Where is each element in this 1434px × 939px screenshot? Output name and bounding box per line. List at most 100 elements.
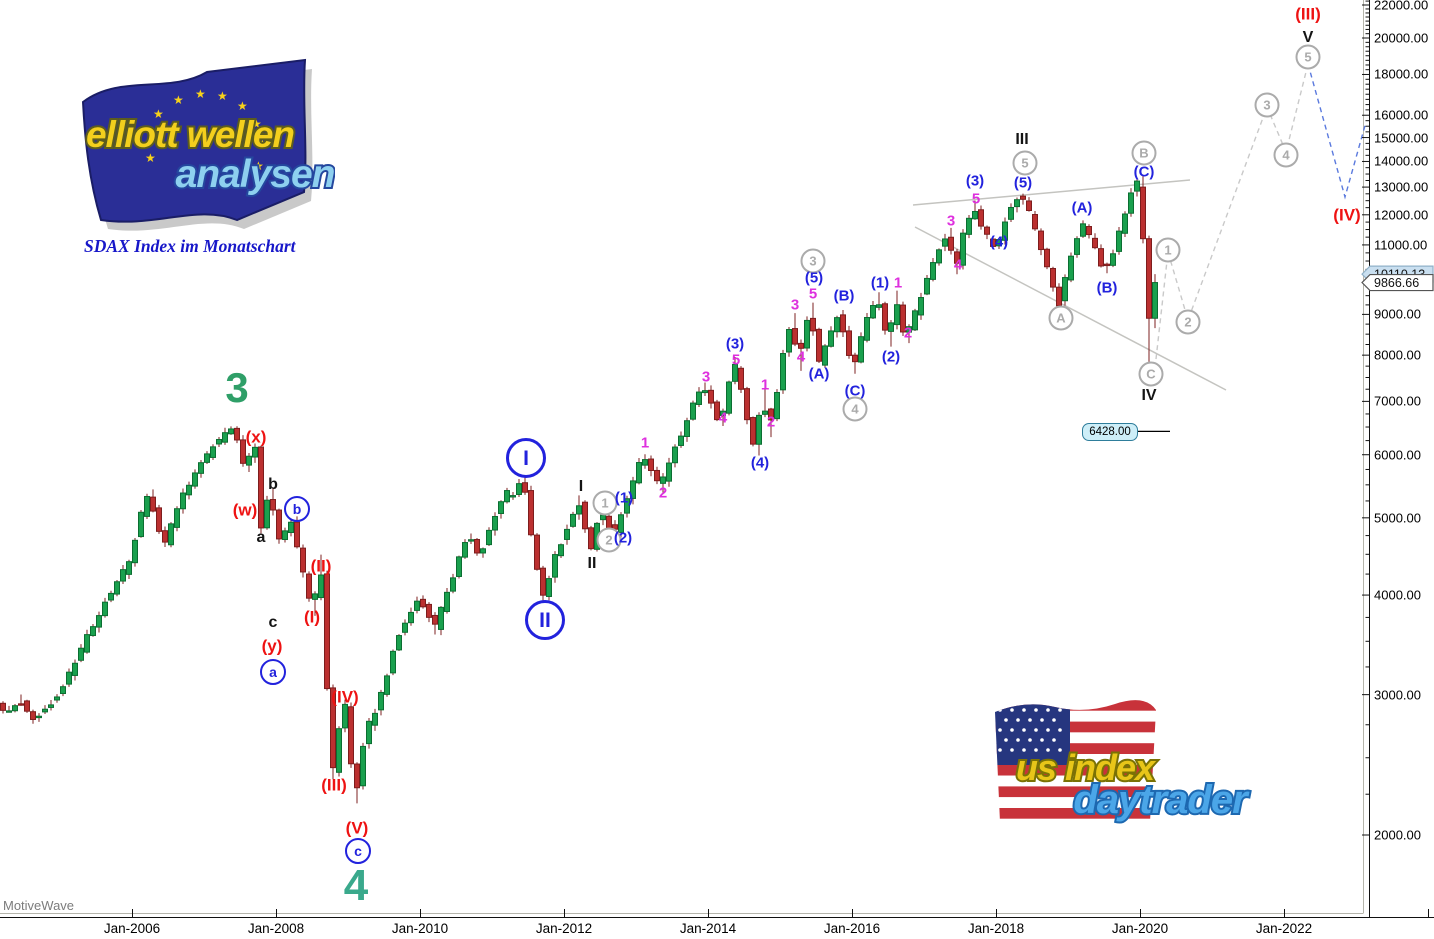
us-logo-text-1: us index [1016, 747, 1157, 788]
wave-label[interactable]: 4 [1273, 142, 1299, 168]
wave-label[interactable]: c [268, 614, 278, 631]
candle-body [180, 492, 186, 510]
wave-label[interactable]: (4) [750, 454, 770, 472]
wave-label[interactable]: 5 [971, 190, 981, 208]
triangle-upper[interactable] [912, 179, 1191, 206]
svg-text:★: ★ [217, 89, 228, 103]
price-axis-ruler[interactable] [1362, 0, 1370, 918]
projection-gray-dashed[interactable] [1154, 63, 1309, 369]
wave-label[interactable]: (III) [321, 775, 347, 795]
wave-label[interactable]: (3) [725, 335, 745, 353]
wave-label[interactable]: c [345, 838, 371, 864]
wave-label[interactable]: (5) [804, 269, 824, 287]
wave-label[interactable]: (w) [232, 500, 258, 520]
wave-label[interactable]: 2 [903, 324, 913, 342]
candle [486, 527, 492, 547]
candle [522, 475, 528, 495]
wave-label[interactable]: 3 [790, 296, 800, 314]
wave-label[interactable]: I [506, 438, 546, 478]
wave-label[interactable]: 5 [1012, 150, 1038, 176]
wave-label[interactable]: (1) [870, 274, 890, 292]
wave-label[interactable]: 2 [658, 484, 668, 502]
candle-body [258, 446, 264, 529]
wave-label[interactable]: II [525, 600, 565, 640]
candle-body [54, 696, 60, 701]
wave-label[interactable]: 5 [1295, 44, 1321, 70]
candle [66, 668, 72, 687]
candle [576, 495, 582, 520]
wave-label[interactable]: 3 [701, 368, 711, 386]
candle [654, 466, 660, 485]
wave-label[interactable]: (1) [614, 489, 634, 507]
wave-label[interactable]: a [256, 529, 266, 546]
candle [540, 565, 546, 603]
wave-label[interactable]: 4 [842, 396, 868, 422]
wave-label[interactable]: (B) [833, 287, 855, 305]
wave-label[interactable]: (V) [345, 818, 369, 838]
wave-label[interactable]: II [587, 555, 597, 572]
wave-label[interactable]: (II) [310, 556, 332, 576]
candle [762, 387, 768, 418]
candle-body [438, 606, 444, 630]
wave-label[interactable]: I [578, 478, 584, 495]
wave-label[interactable]: (I) [303, 607, 321, 627]
wave-label[interactable]: (III) [1295, 4, 1321, 24]
wave-label[interactable]: V [1302, 29, 1314, 46]
wave-label[interactable]: (2) [881, 348, 901, 366]
wave-label[interactable]: B [1131, 140, 1157, 166]
wave-label[interactable]: III [1015, 131, 1029, 148]
wave-label[interactable]: 2 [596, 527, 622, 553]
candle [174, 506, 180, 532]
wave-label[interactable]: 2 [1175, 309, 1201, 335]
price-level-box[interactable]: 6428.00 [1082, 423, 1138, 441]
wave-label[interactable]: (B) [1096, 279, 1118, 297]
wave-label[interactable]: b [268, 476, 278, 493]
wave-label[interactable]: (4) [989, 233, 1009, 251]
wave-label[interactable]: C [1138, 361, 1164, 387]
wave-label[interactable]: (IV) [1333, 205, 1361, 225]
candle [696, 387, 702, 408]
wave-label[interactable]: 5 [731, 351, 741, 369]
wave-label[interactable]: 3 [800, 248, 826, 274]
wave-label[interactable]: b [284, 496, 310, 522]
candle [1104, 262, 1110, 274]
candle-body [90, 626, 96, 637]
candle [282, 527, 288, 543]
wave-label[interactable]: (y) [261, 636, 283, 656]
wave-label[interactable]: (C) [844, 382, 866, 400]
wave-label[interactable]: 4 [796, 348, 806, 366]
wave-label[interactable]: (2) [613, 529, 633, 547]
wave-label[interactable]: 2 [766, 413, 776, 431]
wave-label[interactable]: (A) [1071, 199, 1093, 217]
wave-projections[interactable] [1154, 63, 1367, 369]
candle-body [780, 353, 786, 391]
wave-label[interactable]: (IV) [331, 687, 359, 707]
trendlines[interactable] [912, 179, 1227, 391]
wave-label[interactable]: (3) [965, 172, 985, 190]
wave-label[interactable]: (x) [245, 427, 267, 447]
wave-label[interactable]: 1 [640, 434, 650, 452]
wave-label[interactable]: 1 [1155, 237, 1181, 263]
wave-label[interactable]: 3 [1254, 92, 1280, 118]
wave-label[interactable]: 4 [953, 256, 963, 274]
time-axis-ruler[interactable] [0, 909, 1434, 918]
candle-body [246, 455, 252, 466]
wave-label[interactable]: 3 [225, 364, 249, 411]
wave-label[interactable]: 4 [343, 861, 369, 910]
wave-label[interactable]: 3 [946, 212, 956, 230]
wave-label[interactable]: 1 [760, 376, 770, 394]
wave-label[interactable]: 5 [808, 285, 818, 303]
triangle-lower[interactable] [914, 226, 1227, 391]
projection-blue-dashed[interactable] [1307, 63, 1367, 200]
wave-label[interactable]: 1 [592, 490, 618, 516]
us-logo-text-2: daytrader [1073, 778, 1250, 822]
wave-label[interactable]: A [1048, 305, 1074, 331]
wave-label[interactable]: 4 [718, 409, 728, 427]
wave-label[interactable]: IV [1141, 387, 1157, 404]
wave-label[interactable]: (5) [1013, 174, 1033, 192]
wave-label[interactable]: 1 [893, 274, 903, 292]
wave-label[interactable]: (A) [808, 365, 830, 383]
wave-label[interactable]: (C) [1133, 163, 1155, 181]
wave-label[interactable]: a [260, 659, 286, 685]
